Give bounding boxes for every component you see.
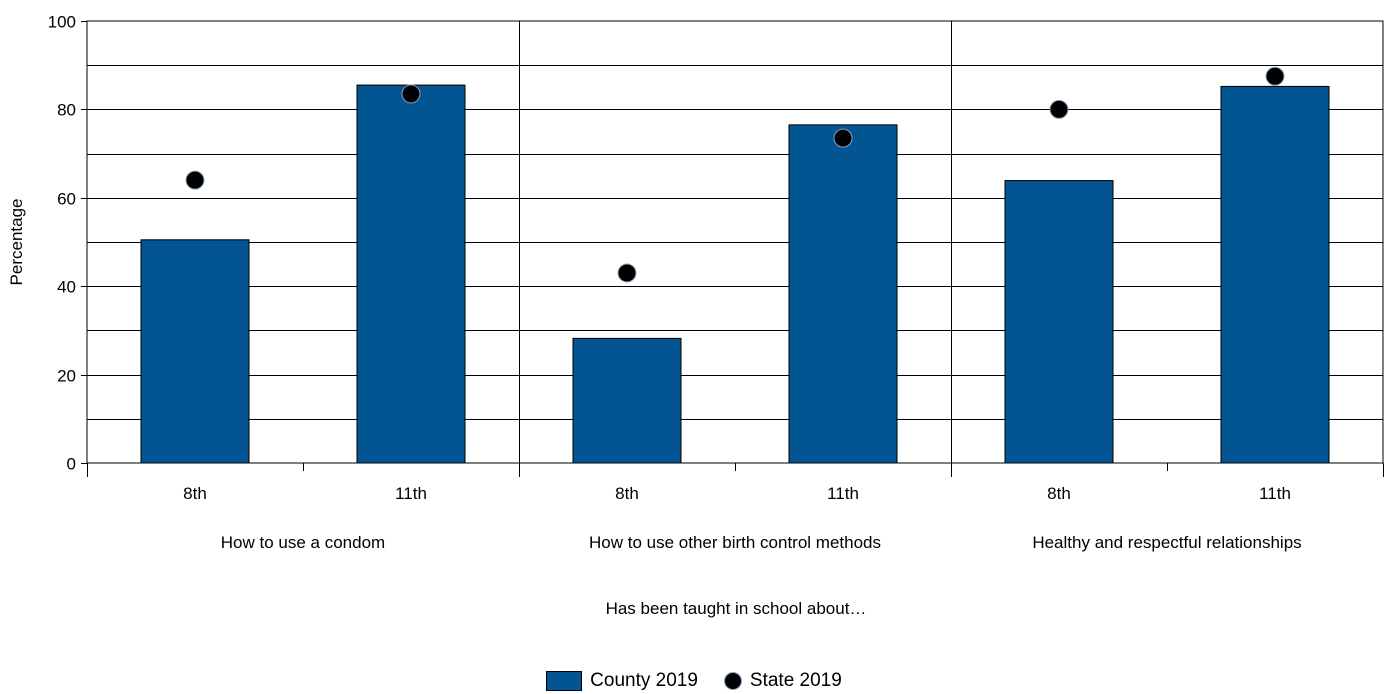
legend-swatch-county bbox=[546, 671, 583, 691]
y-tick-label: 0 bbox=[67, 455, 76, 474]
state-dot bbox=[401, 84, 421, 104]
grid-layer bbox=[86, 20, 1384, 464]
legend-item-county[interactable]: County 2019 bbox=[546, 670, 698, 692]
state-dot bbox=[1265, 66, 1285, 86]
legend-label-county: County 2019 bbox=[590, 670, 698, 691]
bar bbox=[140, 239, 250, 464]
category-label: 8th bbox=[183, 484, 207, 503]
y-tick-label: 100 bbox=[48, 13, 76, 32]
y-tick-label: 60 bbox=[57, 190, 76, 209]
x-axis-title: Has been taught in school about… bbox=[606, 599, 867, 618]
state-dot bbox=[185, 170, 205, 190]
bar bbox=[788, 124, 898, 464]
category-label: 11th bbox=[1259, 484, 1291, 503]
state-dot bbox=[617, 263, 637, 283]
bar bbox=[1220, 85, 1330, 464]
group-label: How to use a condom bbox=[221, 533, 385, 552]
category-label: 11th bbox=[827, 484, 859, 503]
axis-layer: 0 20 40 60 80 100 8th 11th How to use a condom 8t… bbox=[48, 13, 1384, 552]
bar bbox=[1004, 180, 1114, 464]
bar bbox=[356, 84, 466, 464]
y-axis-title: Percentage bbox=[7, 199, 26, 286]
chart-svg: 0 20 40 60 80 100 8th 11th How to use a condom 8t… bbox=[7, 13, 1384, 618]
y-tick-label: 20 bbox=[57, 367, 76, 386]
state-dot bbox=[833, 128, 853, 148]
group-label: How to use other birth control methods bbox=[589, 533, 881, 552]
bar-layer bbox=[140, 84, 1330, 464]
legend-swatch-state bbox=[723, 672, 742, 690]
legend-label-state: State 2019 bbox=[749, 670, 842, 691]
y-tick-label: 80 bbox=[57, 101, 76, 120]
state-dot bbox=[1049, 99, 1069, 119]
legend: County 2019 State 2019 bbox=[0, 668, 1388, 694]
dot-layer bbox=[185, 66, 1285, 283]
bar bbox=[572, 337, 682, 464]
category-label: 8th bbox=[615, 484, 639, 503]
y-tick-label: 40 bbox=[57, 278, 76, 297]
category-label: 8th bbox=[1047, 484, 1071, 503]
group-label: Healthy and respectful relationships bbox=[1032, 533, 1301, 552]
category-label: 11th bbox=[395, 484, 427, 503]
legend-item-state[interactable]: State 2019 bbox=[723, 670, 842, 692]
